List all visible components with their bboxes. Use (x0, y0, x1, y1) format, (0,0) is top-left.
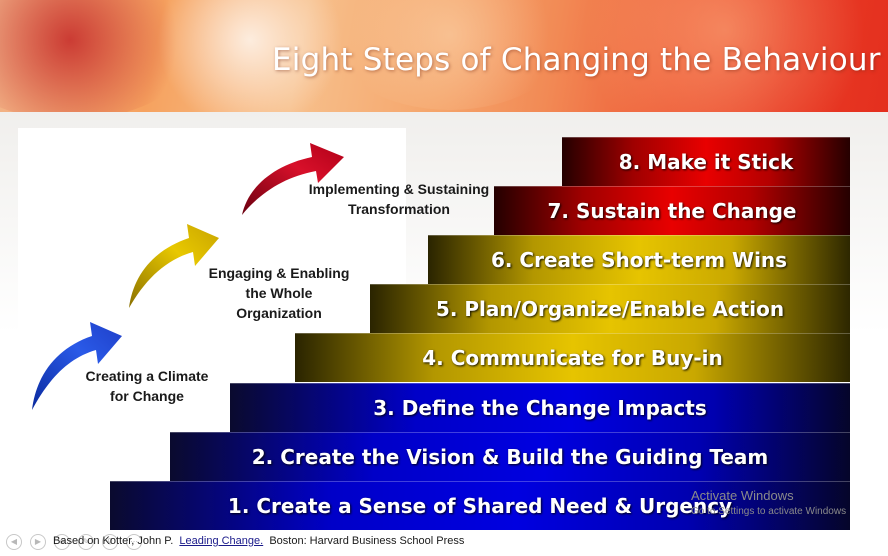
step-2: 2. Create the Vision & Build the Guiding… (170, 432, 850, 481)
citation: Based on Kotter, John P. Leading Change.… (53, 535, 465, 547)
red-arrow-icon (242, 143, 344, 215)
citation-link[interactable]: Leading Change. (179, 535, 264, 547)
activate-windows-watermark: Activate Windows Go to Settings to activ… (691, 488, 847, 517)
slide-title: Eight Steps of Changing the Behaviour (272, 42, 881, 78)
slide-footer: ◀ ▶ ≡ ✎ ⚲ ⋯ Based on Kotter, John P. Lea… (0, 528, 888, 556)
gold-arrow-icon (129, 224, 219, 308)
stage-label-implementing-sustaining: Implementing & Sustaining Transformation (308, 181, 490, 217)
stage-label-engaging-enabling: Engaging & Enabling the Whole Organizati… (208, 265, 350, 321)
pen-icon[interactable]: ✎ (78, 534, 94, 550)
menu-icon[interactable]: ≡ (54, 534, 70, 550)
step-7: 7. Sustain the Change (494, 186, 850, 235)
step-5: 5. Plan/Organize/Enable Action (370, 284, 850, 333)
step-4: 4. Communicate for Buy-in (295, 333, 850, 382)
zoom-icon[interactable]: ⚲ (102, 534, 118, 550)
step-1: 1. Create a Sense of Shared Need & Urgen… (110, 481, 850, 530)
step-6: 6. Create Short-term Wins (428, 235, 850, 284)
step-3: 3. Define the Change Impacts (230, 383, 850, 432)
blue-arrow-icon (32, 322, 122, 410)
next-icon[interactable]: ▶ (30, 534, 46, 550)
stage-label-creating-climate: Creating a Climate for Change (85, 368, 209, 404)
more-icon[interactable]: ⋯ (126, 534, 142, 550)
step-8: 8. Make it Stick (562, 137, 850, 186)
previous-icon[interactable]: ◀ (6, 534, 22, 550)
title-banner (0, 0, 888, 112)
